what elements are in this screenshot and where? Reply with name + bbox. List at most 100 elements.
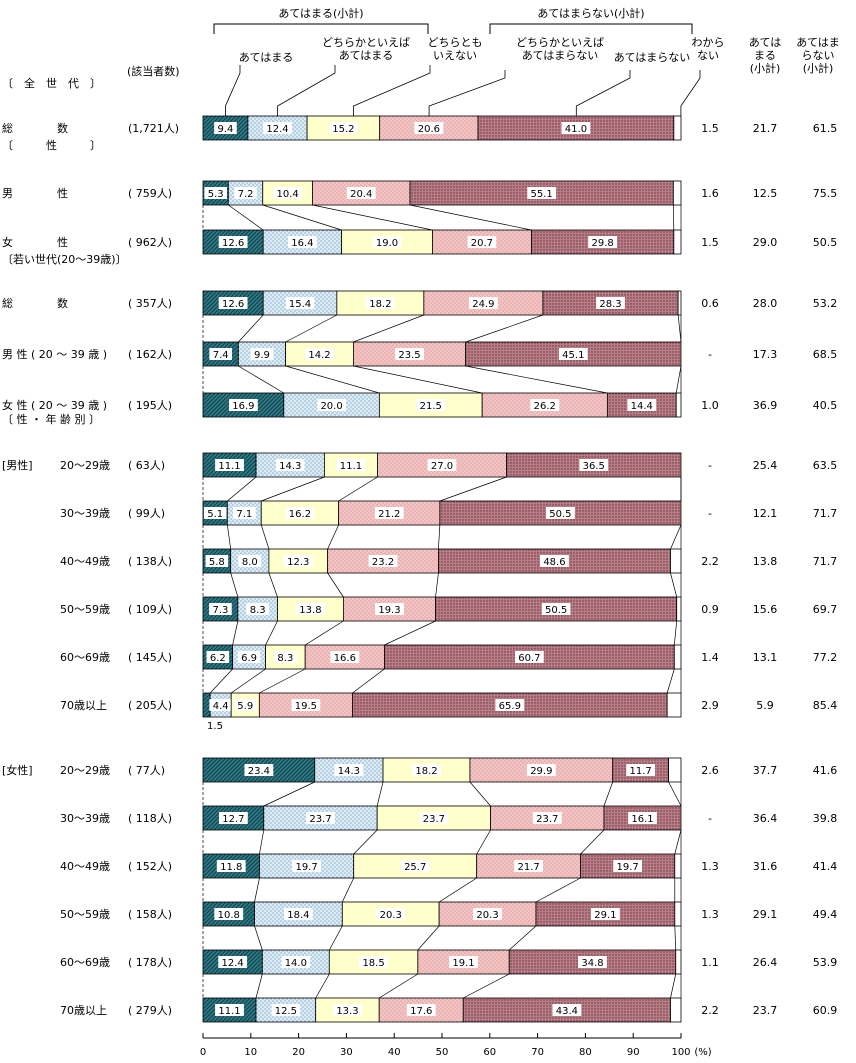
connector-line <box>670 572 678 598</box>
x-axis-tick-label: 100 <box>671 1047 690 1058</box>
data-label-bg <box>546 507 575 519</box>
data-label-s5: 50.5 <box>549 509 571 520</box>
value-dont-know: 1.6 <box>701 187 719 200</box>
value-subtotal-not: 69.7 <box>813 603 838 616</box>
section-title: 〔若い世代(20～39歳)〕 <box>2 253 127 266</box>
connector-line <box>227 476 257 502</box>
data-label-bg <box>246 603 269 615</box>
connector-line <box>327 524 339 550</box>
data-label-bg <box>596 297 625 309</box>
data-label-s2: 7.1 <box>236 509 252 520</box>
data-label-s1: 11.1 <box>218 461 240 472</box>
bar-segment-s5 <box>438 548 671 574</box>
data-label-s4: 19.5 <box>295 701 317 712</box>
bar-segment-s6 <box>673 644 682 670</box>
data-label-bg <box>359 956 388 968</box>
data-label-bg <box>305 348 334 360</box>
data-label-s4: 20.7 <box>471 238 493 249</box>
data-label-s4: 20.3 <box>476 910 498 921</box>
bar-category-label: 60～69歳 <box>60 651 110 664</box>
data-label-bg <box>495 699 525 711</box>
data-label-s1: 7.3 <box>212 605 228 616</box>
value-subtotal-applies: 13.8 <box>753 555 778 568</box>
value-subtotal-applies: 29.0 <box>753 236 778 249</box>
data-label-bg <box>514 651 544 663</box>
data-label-bg <box>275 459 305 471</box>
bar-segment-s6 <box>674 853 682 879</box>
value-dont-know: 1.5 <box>701 122 719 135</box>
bar-segment-s4 <box>353 341 467 367</box>
x-axis-tick-label: 50 <box>436 1047 449 1058</box>
bar-row: 60～69歳 ( 178人) 12.4 14.0 18.5 19.1 34.8 1.1 26.4… <box>60 949 837 975</box>
data-label-s1: 11.1 <box>218 1006 240 1017</box>
connector-line <box>670 973 677 999</box>
data-label-s1: 12.4 <box>222 958 244 969</box>
value-dont-know: 0.9 <box>701 603 719 616</box>
legend-label-s6: わから <box>692 36 725 49</box>
x-axis-tick-label: 70 <box>531 1047 544 1058</box>
connector-line <box>305 620 344 646</box>
data-label-bg <box>473 908 502 920</box>
data-label-bg <box>215 1004 244 1016</box>
bar-segment-s4 <box>258 692 353 718</box>
bar-category-label: 40～49歳 <box>60 860 110 873</box>
data-label-bg <box>526 764 556 776</box>
data-label-bg <box>284 908 313 920</box>
data-label-bg <box>215 459 244 471</box>
x-axis: 0 10 20 30 40 50 60 70 80 90 100 (%) <box>200 1033 712 1058</box>
data-label-s3: 16.2 <box>289 509 311 520</box>
data-label-s4: 19.1 <box>452 958 474 969</box>
bar-row: 60～69歳 ( 145人) 6.2 6.9 8.3 16.6 60.7 1.4 13.1 77.… <box>60 644 837 670</box>
col-header-subtotal-not: らない <box>802 49 835 62</box>
connector-line <box>438 877 477 903</box>
data-label-bg <box>285 297 315 309</box>
x-axis-tick-label: 0 <box>200 1047 206 1058</box>
data-label-s5: 34.8 <box>581 958 603 969</box>
value-subtotal-not: 41.4 <box>813 860 838 873</box>
data-label-below: 1.5 <box>207 721 223 732</box>
data-label-bg <box>558 348 588 360</box>
value-subtotal-applies: 23.7 <box>753 1004 778 1017</box>
bar-respondent-count: (1,721人) <box>128 122 179 135</box>
connector-line <box>438 524 441 550</box>
data-label-s3: 10.4 <box>276 189 298 200</box>
data-label-bg <box>205 555 229 567</box>
data-label-bg <box>218 956 248 968</box>
data-label-bg <box>419 812 449 824</box>
bar-row: 総 数 (1,721人) 9.4 12.4 15.2 20.6 41.0 1.5 21.7 61.… <box>2 115 837 141</box>
bar-row: 30～39歳 ( 118人) 12.7 23.7 23.7 23.7 16.1 - 36.4 39… <box>60 805 837 831</box>
value-dont-know: 1.1 <box>701 956 719 969</box>
value-subtotal-applies: 17.3 <box>753 348 778 361</box>
data-label-bg <box>218 236 248 248</box>
connector-line <box>261 476 325 502</box>
data-label-s5: 65.9 <box>499 701 521 712</box>
bar-group-label: [男性] <box>2 458 33 472</box>
value-subtotal-applies: 28.0 <box>753 297 778 310</box>
bar-segment-s6 <box>668 757 682 783</box>
data-label-s2: 14.3 <box>279 461 301 472</box>
connector-line <box>439 476 507 502</box>
bar-respondent-count: ( 158人) <box>128 908 172 921</box>
data-label-s2: 4.4 <box>213 701 229 712</box>
connector-line <box>379 973 419 999</box>
bar-respondent-count: ( 99人) <box>128 507 165 520</box>
bar-category-label: 30～39歳 <box>60 812 110 825</box>
section-title: 〔 性 ・ 年 齢 別 〕 <box>2 412 100 426</box>
data-label-bg <box>514 860 544 872</box>
data-label-s3: 18.5 <box>362 958 384 969</box>
value-subtotal-applies: 13.1 <box>753 651 778 664</box>
bar-category-label: 50～59歳 <box>60 908 110 921</box>
data-label-bg <box>218 297 248 309</box>
bar-rows: 〔 全 世 代 〕〔 性 〕〔若い世代(20～39歳)〕〔 性 ・ 年 齢 別 … <box>2 76 838 1023</box>
value-subtotal-not: 75.5 <box>813 187 838 200</box>
connector-line <box>263 781 315 807</box>
data-label-bg <box>414 122 444 134</box>
connector-line <box>259 668 306 694</box>
connector-line <box>227 524 232 550</box>
data-label-s1: 5.3 <box>208 189 224 200</box>
connector-line <box>312 204 433 231</box>
value-subtotal-applies: 21.7 <box>753 122 778 135</box>
data-label-s1: 10.8 <box>218 910 240 921</box>
data-label-s2: 14.3 <box>338 766 360 777</box>
